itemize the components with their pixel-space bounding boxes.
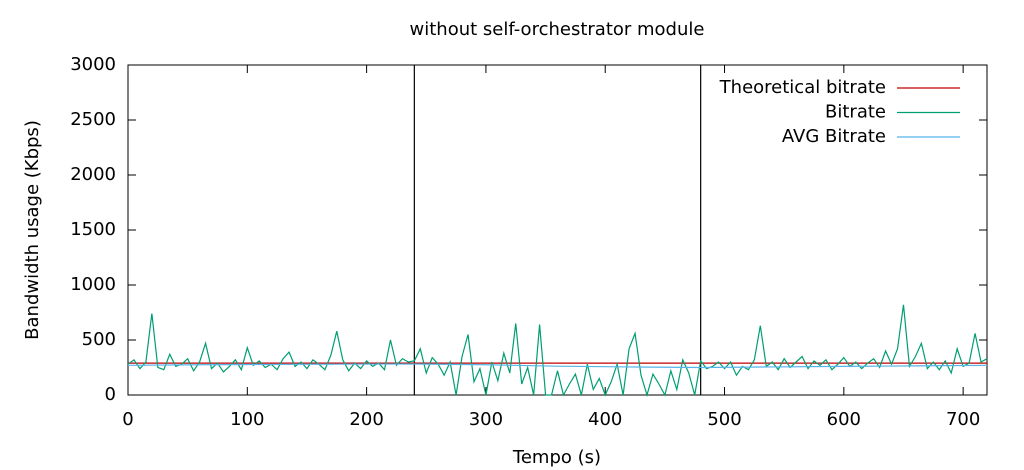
x-tick-label: 400 (588, 409, 622, 430)
y-axis-label: Bandwidth usage (Kbps) (22, 120, 43, 340)
series-line (127, 304, 988, 398)
y-tick-label: 0 (105, 384, 116, 405)
x-tick-label: 0 (122, 409, 133, 430)
chart-title: without self-orchestrator module (410, 19, 705, 40)
x-tick-label: 700 (946, 409, 980, 430)
x-tick-label: 300 (469, 409, 503, 430)
y-tick-label: 1500 (70, 219, 116, 240)
x-tick-label: 200 (349, 409, 383, 430)
legend-label: AVG Bitrate (782, 126, 886, 147)
y-tick-label: 500 (82, 329, 116, 350)
y-tick-label: 2500 (70, 109, 116, 130)
legend-label: Theoretical bitrate (719, 77, 886, 98)
y-tick-label: 1000 (70, 274, 116, 295)
y-tick-label: 3000 (70, 54, 116, 75)
series-line (127, 363, 988, 369)
x-tick-label: 500 (707, 409, 741, 430)
x-axis-label: Tempo (s) (512, 447, 601, 468)
legend-label: Bitrate (825, 102, 886, 123)
x-tick-label: 600 (827, 409, 861, 430)
x-tick-label: 100 (230, 409, 264, 430)
y-tick-label: 2000 (70, 164, 116, 185)
